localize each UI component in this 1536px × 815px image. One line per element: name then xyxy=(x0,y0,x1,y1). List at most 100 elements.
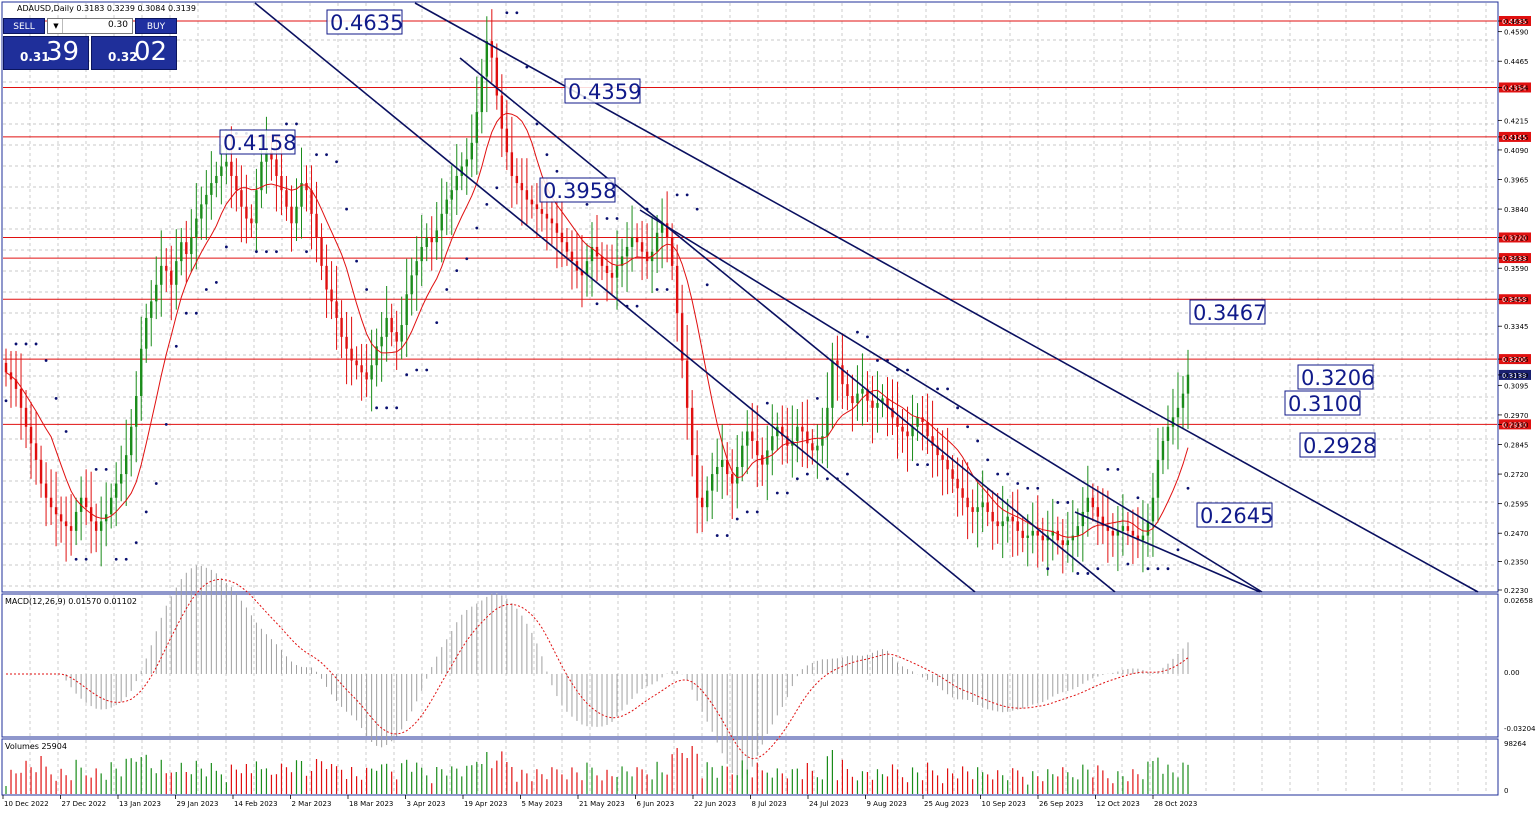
price-axis-label: 0.4215 xyxy=(1504,117,1529,125)
bull-candle xyxy=(721,459,724,467)
price-axis-label: 0.4090 xyxy=(1504,147,1529,155)
sell-price[interactable]: 0.31 39 xyxy=(3,36,89,70)
buy-button[interactable]: BUY xyxy=(135,18,177,34)
sar-dot xyxy=(465,257,469,261)
price-axis-label: 0.2470 xyxy=(1504,530,1529,538)
lot-size-input[interactable]: ▼ 0.30 xyxy=(47,18,133,34)
bull-candle xyxy=(655,232,659,252)
date-axis-label: 21 May 2023 xyxy=(579,800,625,808)
bear-candle xyxy=(645,251,649,262)
bear-candle xyxy=(1091,497,1095,508)
sar-dot xyxy=(805,472,809,476)
bull-candle xyxy=(445,199,448,214)
bear-candle xyxy=(1011,516,1014,522)
bear-candle xyxy=(1016,521,1019,531)
sar-dot xyxy=(555,169,559,173)
level-price-tag-label: 0.2930 xyxy=(1502,421,1527,429)
bull-candle xyxy=(585,261,589,276)
sar-dot xyxy=(54,396,58,400)
date-axis-label: 25 Aug 2023 xyxy=(924,800,969,808)
price-callout-box xyxy=(1299,432,1376,458)
bear-candle xyxy=(936,445,939,456)
bull-candle xyxy=(200,204,203,219)
bull-candle xyxy=(74,511,78,531)
bull-candle xyxy=(710,474,714,491)
date-axis-label: 6 Jun 2023 xyxy=(637,800,675,808)
sar-dot xyxy=(695,207,699,211)
bear-candle xyxy=(811,443,814,451)
sar-dot xyxy=(1116,467,1120,471)
macd-axis-label: 0.00 xyxy=(1504,669,1520,677)
bear-candle xyxy=(756,440,759,456)
bear-candle xyxy=(270,152,273,160)
bear-candle xyxy=(1126,526,1130,531)
sar-dot xyxy=(44,359,48,362)
sar-dot xyxy=(906,368,909,372)
sar-dot xyxy=(846,472,849,476)
bear-candle xyxy=(530,199,534,205)
bear-candle xyxy=(610,272,614,278)
bear-candle xyxy=(761,455,764,465)
bear-candle xyxy=(1061,540,1064,546)
bear-candle xyxy=(836,360,839,366)
sar-dot xyxy=(1186,486,1190,490)
bear-candle xyxy=(726,459,729,475)
bull-candle xyxy=(1051,530,1054,536)
bear-candle xyxy=(365,372,368,380)
one-click-trading-panel[interactable]: SELL ▼ 0.30 BUY 0.31 39 0.32 02 xyxy=(3,18,177,70)
date-axis-label: 27 Dec 2022 xyxy=(62,800,107,808)
bear-candle xyxy=(1136,535,1140,541)
sar-dot xyxy=(265,250,268,254)
bear-candle xyxy=(44,483,48,498)
price-callout-label: 0.3100 xyxy=(1288,392,1361,416)
sar-dot xyxy=(415,368,419,372)
trend-line xyxy=(639,209,1263,593)
bear-candle xyxy=(320,237,323,266)
bull-candle xyxy=(415,261,418,276)
bull-candle xyxy=(455,175,458,191)
sar-dot xyxy=(866,335,869,339)
sar-dot xyxy=(655,288,659,291)
bull-candle xyxy=(465,159,468,167)
horizontal-levels[interactable]: 0.4635 0.4354 0.4145 0.3720 0.3633 0.3459 0.32… xyxy=(3,16,1531,430)
sar-dot xyxy=(825,477,829,481)
sar-dot xyxy=(345,207,348,211)
sar-dot xyxy=(64,430,68,433)
buy-price[interactable]: 0.32 02 xyxy=(91,36,177,70)
bull-candle xyxy=(590,246,594,262)
date-axis-label: 10 Sep 2023 xyxy=(982,800,1026,808)
sar-dot xyxy=(635,304,639,308)
sar-dot xyxy=(1026,486,1030,490)
sar-dot xyxy=(144,510,148,514)
chevron-down-icon[interactable]: ▼ xyxy=(50,19,63,33)
bear-candle xyxy=(996,521,999,527)
level-price-tag-label: 0.4145 xyxy=(1502,134,1527,142)
price-callouts[interactable]: 0.4635 0.4359 0.4158 0.3958 0.3467 0.32060.31… xyxy=(219,9,1376,528)
bear-candle xyxy=(640,242,644,252)
bear-candle xyxy=(185,242,188,255)
sar-dot xyxy=(755,510,759,514)
bull-candle xyxy=(440,213,443,231)
bull-candle xyxy=(1121,526,1125,531)
bull-candle xyxy=(160,265,163,285)
sar-dot xyxy=(1136,496,1140,500)
bear-candle xyxy=(961,488,964,498)
bear-candle xyxy=(490,41,494,58)
bull-candle xyxy=(220,166,223,176)
level-price-tag-label: 0.3206 xyxy=(1502,356,1527,364)
sar-dot xyxy=(4,399,8,403)
bull-candle xyxy=(435,230,438,243)
sell-button[interactable]: SELL xyxy=(3,18,45,34)
sar-dot xyxy=(705,283,709,287)
bear-candle xyxy=(245,206,248,219)
bear-candle xyxy=(520,183,524,191)
bull-candle xyxy=(255,190,258,224)
sar-dot xyxy=(164,422,168,426)
bear-candle xyxy=(4,362,8,373)
sar-dot xyxy=(104,467,108,471)
bear-candle xyxy=(946,459,949,470)
sar-dot xyxy=(936,387,939,391)
bull-candle xyxy=(976,507,979,512)
bull-candle xyxy=(826,407,829,437)
